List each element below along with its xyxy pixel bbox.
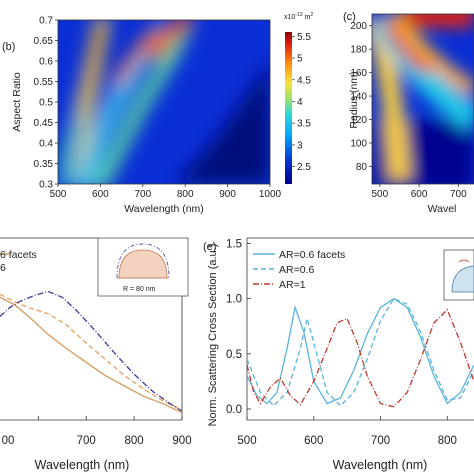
d-series-0	[0, 296, 182, 414]
b-ytick-label-5: 0.55	[34, 77, 54, 88]
particle-outline-ar1	[116, 243, 170, 279]
inset-e-mark	[458, 259, 470, 263]
c-ytick-label-2: 120	[350, 115, 367, 126]
b-ytick-label-3: 0.45	[34, 118, 54, 129]
e-ytick-label-1: 0.5	[226, 349, 242, 361]
c-ytick-label-1: 100	[350, 138, 367, 149]
heat-hot-4	[74, 20, 101, 125]
d-xtick-label-3: 900	[172, 435, 191, 447]
d-series-2	[0, 290, 182, 412]
colorbar-tick-label-1: 3	[297, 140, 303, 151]
inset-d: R = 80 nm	[97, 237, 189, 297]
colorbar-tick-label-0: 2.5	[297, 162, 311, 173]
heat-ridge-1	[74, 20, 110, 184]
e-series-1	[247, 297, 474, 407]
heatmap-c-frame	[371, 13, 474, 185]
inset-e	[443, 249, 474, 301]
e-xtick-label-1: 600	[304, 435, 323, 447]
e-xlabel: Wavelength (nm)	[333, 458, 428, 472]
b-xtick-label-5: 1000	[259, 189, 282, 200]
c-xlabel: Wavel	[428, 203, 457, 215]
b-xtick-label-1: 600	[92, 189, 109, 200]
c-ytick-label-3: 140	[350, 92, 367, 103]
b-xtick-label-2: 700	[134, 189, 151, 200]
b-ytick-label-4: 0.5	[39, 98, 53, 109]
c-ylabel: Radius (nm)	[348, 71, 360, 128]
c-ytick-label-5: 180	[350, 45, 367, 56]
colorbar-tick-label-5: 5	[297, 54, 303, 65]
heatmap-b	[58, 20, 270, 184]
particle-shape	[118, 249, 168, 279]
c-xtick-label-1: 600	[411, 189, 428, 200]
b-xtick-label-0: 500	[50, 189, 67, 200]
b-xtick-label-4: 900	[219, 189, 236, 200]
inset-e-particle	[451, 265, 474, 293]
e-ytick-label-2: 1.0	[226, 294, 242, 306]
inset-d-label: R = 80 nm	[123, 286, 156, 293]
d-xtick-label-0: 00	[2, 435, 15, 447]
d-xlabel: Wavelength (nm)	[35, 458, 130, 472]
b-ytick-label-2: 0.4	[39, 139, 53, 150]
e-xtick-label-2: 700	[371, 435, 390, 447]
b-ylabel: Aspect Ratio	[11, 72, 23, 132]
e-ylabel: Norm. Scattering Cross Section (a.u.)	[207, 244, 219, 427]
b-ytick-label-6: 0.6	[39, 57, 53, 68]
b-ytick-label-7: 0.65	[34, 36, 54, 47]
d-xtick-label-1: 700	[77, 435, 96, 447]
colorbar-b	[285, 32, 292, 184]
heat-ridge-3	[93, 20, 193, 184]
panel-label-c: (c)	[343, 11, 356, 23]
heat-low-region	[175, 60, 270, 184]
e-xtick-label-3: 800	[438, 435, 457, 447]
c-ytick-label-6: 200	[350, 21, 367, 32]
panel-label-b: (b)	[2, 41, 15, 53]
colorbar-tick-label-2: 3.5	[297, 119, 311, 130]
e-series-0	[247, 297, 474, 405]
colorbar-tick-label-4: 4.5	[297, 75, 311, 86]
legend-d: 6 facets 6	[0, 249, 37, 274]
b-ytick-label-0: 0.3	[39, 180, 53, 191]
d-xtick-label-2: 800	[125, 435, 144, 447]
d-series-1	[0, 293, 182, 411]
legend-d-label-1: 6	[0, 262, 6, 274]
c-xtick-label-2: 700	[450, 189, 467, 200]
c-ytick-label-4: 160	[350, 68, 367, 79]
b-xlabel: Wavelength (nm)	[124, 203, 204, 215]
b-ytick-label-1: 0.35	[34, 159, 54, 170]
legend-e-label-2: AR=1	[279, 279, 306, 291]
colorbar-tick-label-3: 4	[297, 97, 303, 108]
c-ytick-label-0: 80	[356, 162, 368, 173]
legend-d-label-0: 6 facets	[0, 249, 37, 261]
e-ytick-label-3: 1.5	[226, 239, 242, 251]
legend-e-label-0: AR=0.6 facets	[279, 249, 345, 261]
colorbar-tick-label-6: 5.5	[297, 32, 311, 43]
e-ytick-label-0: 0.0	[226, 404, 242, 416]
legend-e-label-1: AR=0.6	[279, 264, 314, 276]
e-series-2	[247, 308, 474, 408]
heatmap-c	[372, 14, 474, 184]
e-xtick-label-0: 500	[237, 435, 256, 447]
panel-label-e: (e)	[203, 241, 216, 253]
legend-e: AR=0.6 facets AR=0.6 AR=1	[253, 249, 345, 291]
b-ytick-label-8: 0.7	[39, 16, 53, 27]
b-xtick-label-3: 800	[177, 189, 194, 200]
heat-hot-2	[148, 20, 193, 60]
colorbar-unit: x10-13 m2	[284, 12, 313, 21]
heat-hot-1	[112, 27, 161, 86]
c-xtick-label-0: 500	[372, 189, 389, 200]
